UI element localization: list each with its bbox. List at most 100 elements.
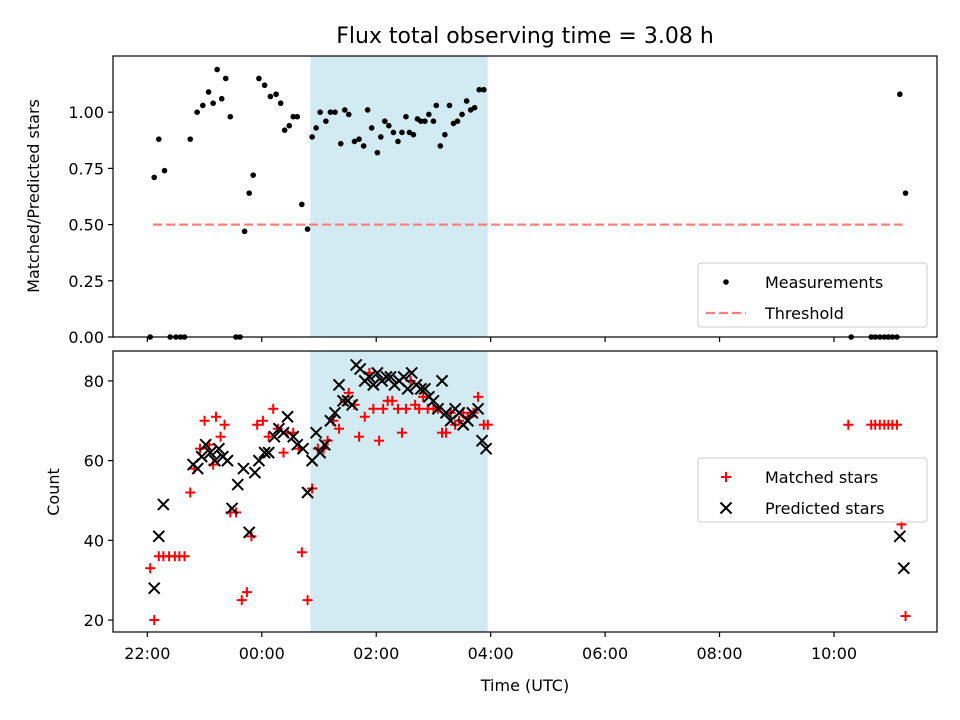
- predicted-star-mark-b: [252, 454, 266, 467]
- measurement-point: [341, 107, 348, 113]
- predicted-star-point: [242, 526, 256, 539]
- measurement-point: [218, 95, 225, 102]
- matched-star-point: [236, 595, 247, 606]
- matched-star-point: [441, 427, 452, 438]
- measurement-point: [433, 102, 440, 109]
- y-tick-label: 80: [84, 372, 104, 391]
- matched-star-point: [900, 611, 911, 622]
- predicted-star-point: [475, 434, 489, 447]
- predicted-star-mark-b: [893, 530, 907, 543]
- matched-star-point: [400, 403, 411, 414]
- predicted-star-point: [897, 562, 911, 575]
- predicted-star-mark-b: [384, 370, 397, 384]
- matched-star-point: [414, 403, 425, 414]
- y-tick-label: 0.25: [68, 272, 104, 291]
- matched-star-point: [179, 551, 190, 562]
- matched-star-point: [418, 391, 429, 402]
- predicted-star-mark-b: [471, 402, 485, 416]
- predicted-star-point: [281, 410, 294, 423]
- matched-star-point: [396, 427, 407, 438]
- measurement-point: [155, 136, 162, 142]
- measurement-point: [442, 131, 448, 138]
- predicted-star-point: [401, 382, 414, 396]
- matched-star-point: [246, 531, 257, 542]
- x-tick-label: 08:00: [697, 644, 743, 663]
- predicted-star-mark-b: [336, 394, 350, 408]
- predicted-star-mark-b: [479, 442, 493, 455]
- predicted-star-point: [371, 366, 384, 380]
- measurement-point: [281, 127, 288, 133]
- predicted-star-point: [405, 366, 418, 380]
- measurement-point: [214, 66, 220, 73]
- predicted-star-point: [397, 370, 410, 384]
- predicted-star-point: [291, 438, 304, 451]
- predicted-star-point: [212, 442, 226, 455]
- matched-star-point: [149, 615, 160, 626]
- predicted-star-mark-b: [324, 414, 337, 427]
- measurement-point: [364, 107, 371, 113]
- predicted-star-mark-b: [363, 370, 376, 384]
- predicted-star-point: [363, 370, 376, 384]
- predicted-star-point: [225, 502, 239, 515]
- predicted-star-point: [471, 402, 485, 416]
- predicted-star-point: [418, 382, 432, 396]
- predicted-star-mark-b: [435, 374, 449, 388]
- matched-star-point: [252, 419, 263, 430]
- measurement-point: [351, 138, 358, 145]
- legend-predicted-marker: [719, 501, 733, 515]
- matched-star-point: [368, 403, 379, 414]
- matched-star-point: [378, 403, 389, 414]
- predicted-star-mark-b: [318, 438, 331, 451]
- predicted-star-point: [384, 370, 397, 384]
- predicted-star-mark-b: [212, 442, 226, 455]
- matched-star-point: [219, 419, 230, 430]
- legend-measurement-marker: [723, 279, 729, 285]
- measurement-point: [356, 136, 362, 142]
- predicted-star-mark-b: [296, 442, 310, 455]
- measurement-point: [459, 111, 465, 118]
- matched-star-point: [891, 419, 902, 430]
- predicted-star-mark-b: [313, 446, 327, 459]
- ratio-y-axis-label: Matched/Predicted stars: [24, 99, 43, 293]
- x-tick-label: 22:00: [124, 644, 170, 663]
- observing-span-shade: [310, 56, 488, 337]
- predicted-star-point: [309, 426, 323, 439]
- predicted-star-point: [221, 454, 234, 467]
- measurement-point: [403, 113, 409, 120]
- predicted-star-point: [287, 430, 300, 443]
- predicted-star-mark-b: [248, 466, 262, 479]
- measurement-point: [304, 226, 311, 232]
- y-tick-label: 0.75: [68, 159, 104, 178]
- predicted-star-point: [318, 438, 331, 451]
- measurement-point: [161, 167, 168, 174]
- matched-star-point: [257, 415, 268, 426]
- predicted-star-mark-b: [328, 406, 342, 419]
- measurement-point: [256, 75, 262, 82]
- y-tick-label: 1.00: [68, 103, 104, 122]
- measurement-point: [902, 190, 909, 196]
- predicted-star-mark-b: [237, 462, 250, 475]
- measurement-point: [410, 131, 417, 138]
- measurement-point: [446, 102, 453, 109]
- legend-box: [697, 262, 928, 328]
- predicted-star-mark-b: [225, 502, 239, 515]
- chart-title: Flux total observing time = 3.08 h: [336, 24, 714, 49]
- predicted-star-mark-b: [367, 378, 380, 392]
- predicted-star-point: [461, 414, 474, 427]
- predicted-star-mark-b: [291, 438, 304, 451]
- measurement-point: [345, 111, 352, 118]
- y-tick-label: 0.50: [68, 216, 104, 235]
- matched-star-point: [263, 431, 274, 442]
- predicted-star-mark-b: [147, 581, 161, 595]
- measurement-point: [267, 93, 274, 100]
- predicted-star-mark-b: [287, 430, 300, 443]
- predicted-star-point: [301, 486, 314, 499]
- measurement-point: [382, 118, 388, 124]
- predicted-star-point: [336, 394, 350, 408]
- x-tick-label: 10:00: [811, 644, 857, 663]
- predicted-star-point: [328, 406, 342, 419]
- legend: Measurements Threshold: [697, 262, 928, 328]
- x-tick-label: 00:00: [239, 644, 285, 663]
- predicted-star-point: [157, 498, 170, 511]
